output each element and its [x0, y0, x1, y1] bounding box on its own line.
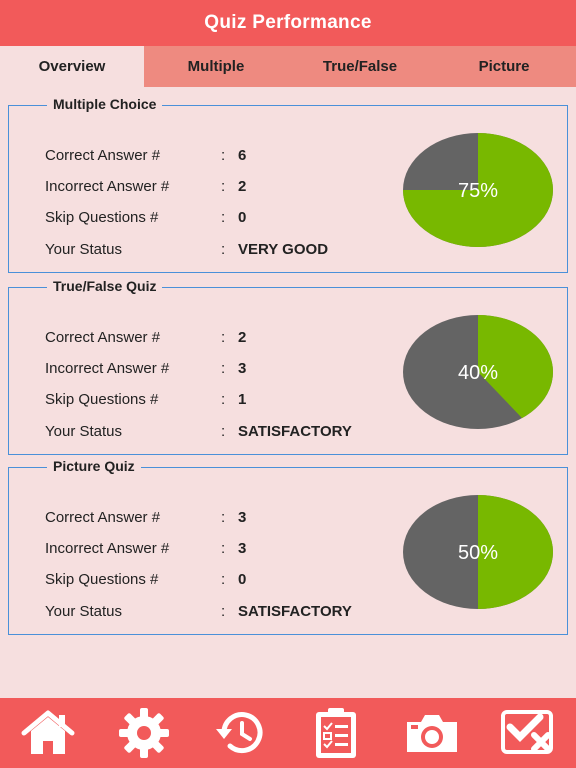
colon: : — [221, 603, 226, 620]
bottom-nav — [0, 698, 576, 768]
settings-button[interactable] — [112, 701, 176, 765]
incorrect-value: 2 — [238, 178, 247, 195]
gear-icon — [119, 708, 169, 758]
colon: : — [221, 571, 226, 588]
check-cross-icon — [501, 710, 553, 754]
camera-button[interactable] — [400, 701, 464, 765]
multiple-choice-card: Multiple Choice Correct Answer # : 6 Inc… — [8, 96, 568, 273]
correct-label: Correct Answer # — [45, 509, 161, 526]
tab-overview[interactable]: Overview — [0, 46, 144, 87]
true-false-card: True/False Quiz Correct Answer # : 2 Inc… — [8, 278, 568, 455]
answers-review-button[interactable] — [496, 701, 560, 765]
correct-value: 6 — [238, 147, 247, 164]
history-icon — [216, 712, 263, 754]
tab-bar: Overview Multiple True/False Picture — [0, 46, 576, 87]
card-title: Picture Quiz — [47, 458, 141, 474]
status-label: Your Status — [45, 423, 122, 440]
colon: : — [221, 329, 226, 346]
colon: : — [221, 360, 226, 377]
correct-value: 3 — [238, 509, 247, 526]
incorrect-label: Incorrect Answer # — [45, 178, 170, 195]
colon: : — [221, 509, 226, 526]
status-value: SATISFACTORY — [238, 603, 352, 620]
colon: : — [221, 147, 226, 164]
skip-value: 1 — [238, 391, 247, 408]
pie-percent-label: 75% — [458, 180, 498, 202]
clipboard-checklist-icon — [316, 708, 356, 758]
skip-label: Skip Questions # — [45, 571, 159, 588]
colon: : — [221, 178, 226, 195]
score-pie-chart: 75% — [403, 133, 553, 247]
status-label: Your Status — [45, 603, 122, 620]
incorrect-label: Incorrect Answer # — [45, 360, 170, 377]
picture-quiz-card: Picture Quiz Correct Answer # : 3 Incorr… — [8, 458, 568, 635]
app-header: Quiz Performance — [0, 0, 576, 46]
home-button[interactable] — [16, 701, 80, 765]
tab-multiple[interactable]: Multiple — [187, 58, 245, 75]
pie-percent-label: 50% — [458, 542, 498, 564]
skip-value: 0 — [238, 571, 247, 588]
pie-correct-slice — [403, 133, 553, 247]
tab-picture[interactable]: Picture — [478, 58, 530, 75]
results-button[interactable] — [304, 701, 368, 765]
correct-value: 2 — [238, 329, 247, 346]
camera-icon — [407, 715, 457, 752]
skip-value: 0 — [238, 209, 247, 226]
pie-correct-slice — [478, 315, 553, 419]
colon: : — [221, 241, 226, 258]
pie-percent-label: 40% — [458, 362, 498, 384]
card-title: Multiple Choice — [47, 96, 163, 112]
status-label: Your Status — [45, 241, 122, 258]
page-title: Quiz Performance — [204, 12, 372, 33]
incorrect-value: 3 — [238, 540, 247, 557]
pie-correct-slice — [478, 495, 553, 609]
score-pie-chart: 40% — [403, 315, 553, 429]
history-button[interactable] — [208, 701, 272, 765]
tab-true-false[interactable]: True/False — [322, 58, 398, 75]
colon: : — [221, 209, 226, 226]
score-pie-chart: 50% — [403, 495, 553, 609]
colon: : — [221, 423, 226, 440]
skip-label: Skip Questions # — [45, 391, 159, 408]
card-title: True/False Quiz — [47, 278, 163, 294]
status-value: VERY GOOD — [238, 241, 329, 258]
colon: : — [221, 540, 226, 557]
correct-label: Correct Answer # — [45, 147, 161, 164]
skip-label: Skip Questions # — [45, 209, 159, 226]
home-icon — [21, 710, 75, 754]
correct-label: Correct Answer # — [45, 329, 161, 346]
incorrect-value: 3 — [238, 360, 247, 377]
status-value: SATISFACTORY — [238, 423, 352, 440]
incorrect-label: Incorrect Answer # — [45, 540, 170, 557]
colon: : — [221, 391, 226, 408]
